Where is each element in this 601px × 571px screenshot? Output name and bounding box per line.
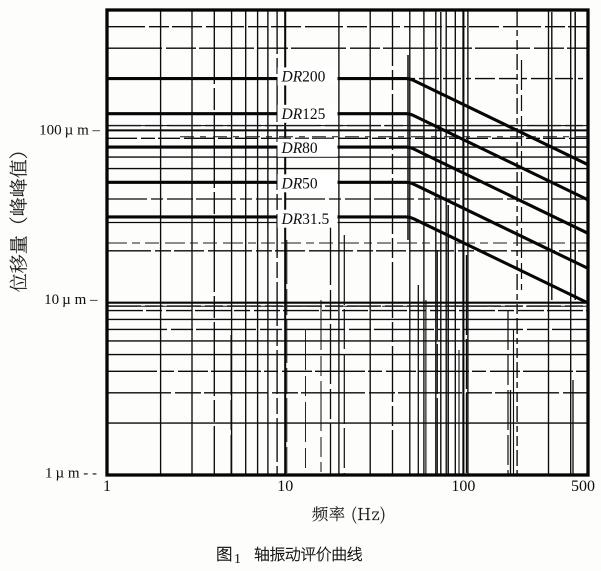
svg-text:10 µ m –: 10 µ m – [44,292,98,308]
svg-text:10: 10 [277,478,293,495]
svg-text:DR125: DR125 [281,106,326,123]
svg-text:DR200: DR200 [281,69,326,86]
svg-text:100: 100 [451,478,475,495]
svg-text:1 µ m - -: 1 µ m - - [45,466,97,482]
svg-text:1: 1 [103,478,111,495]
svg-text:500: 500 [571,478,595,495]
svg-text:DR31.5: DR31.5 [281,211,330,228]
svg-text:100 µ m –: 100 µ m – [39,123,100,139]
svg-text:DR50: DR50 [281,176,318,193]
svg-text:DR80: DR80 [281,140,318,157]
svg-text:1: 1 [234,552,241,567]
